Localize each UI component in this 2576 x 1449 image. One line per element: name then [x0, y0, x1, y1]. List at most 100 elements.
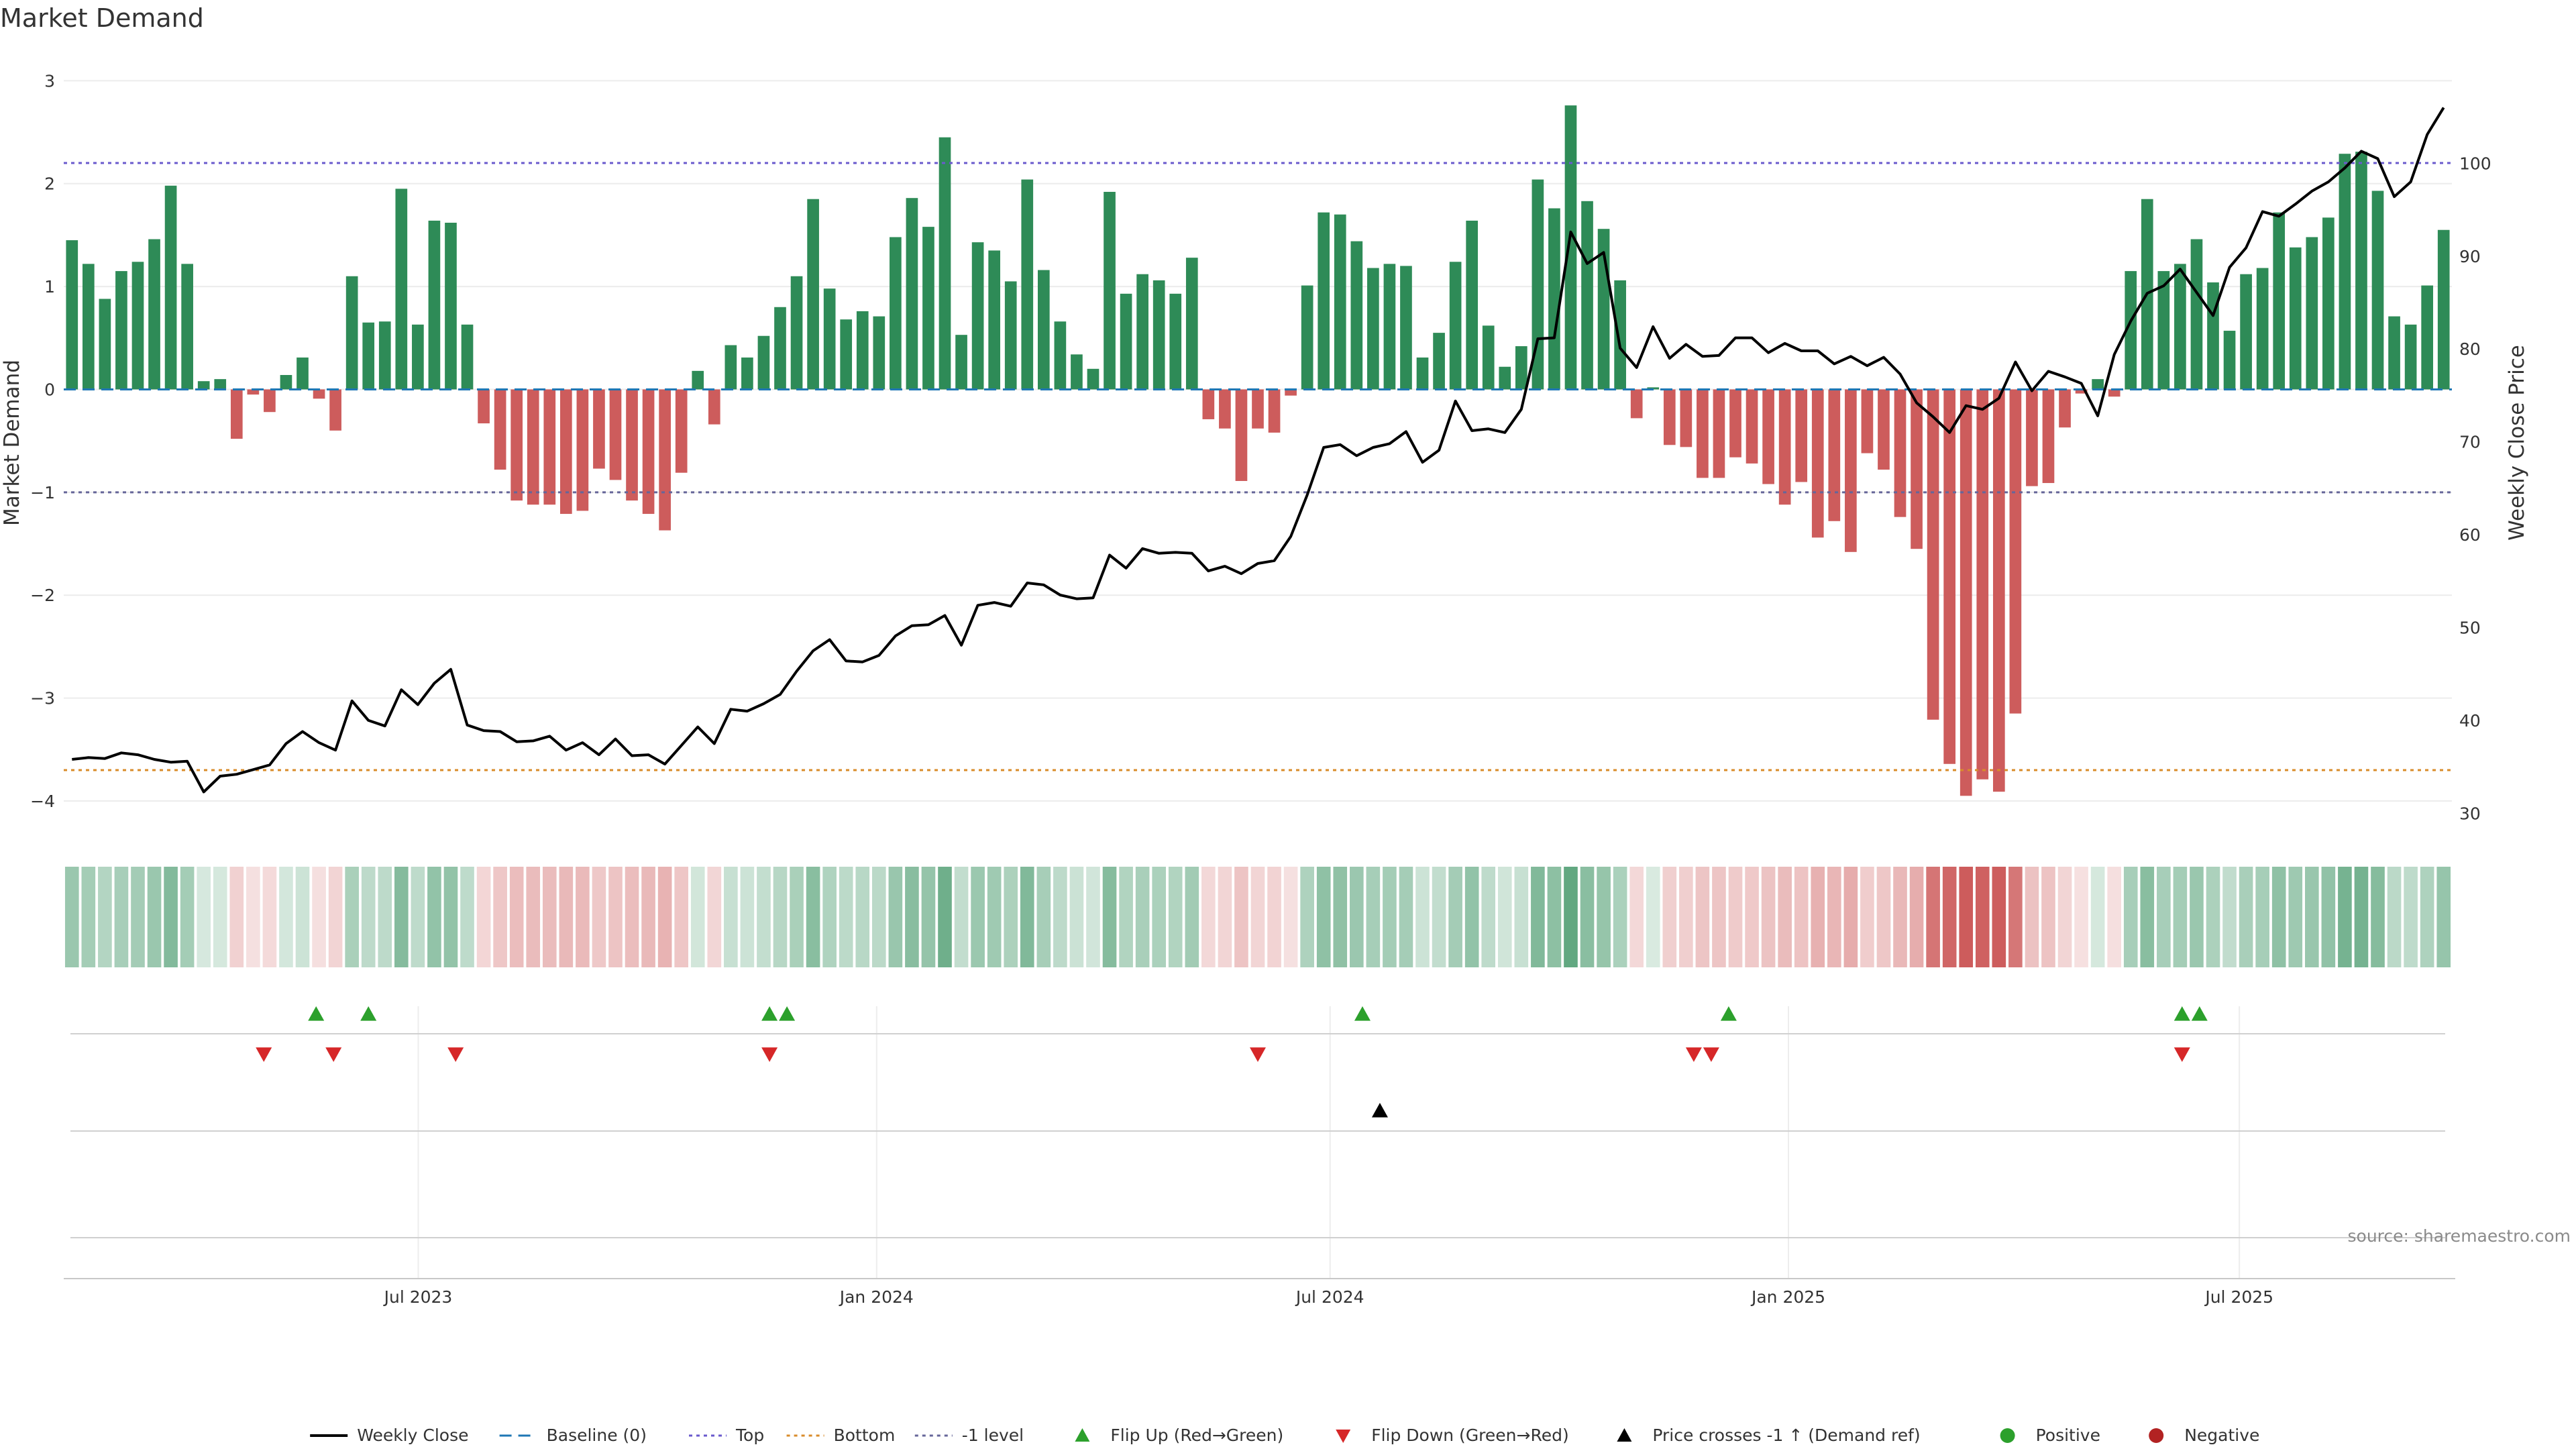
strip-cell [1942, 867, 1957, 967]
strip-cell [757, 867, 771, 967]
y-tick-label: 1 [44, 277, 55, 297]
strip-cell [460, 867, 474, 967]
positive-bar [741, 357, 753, 390]
positive-bar [1104, 191, 1116, 390]
strip-cell [295, 867, 310, 967]
legend-swatch [1336, 1430, 1351, 1443]
strip-cell [2222, 867, 2237, 967]
strip-cell [328, 867, 343, 967]
negative-bar [1795, 389, 1808, 482]
reference-lines [64, 162, 2452, 771]
strip-cell [2371, 867, 2385, 967]
strip-cell [1975, 867, 1990, 967]
strip-cell [1531, 867, 1545, 967]
positive-bar [1054, 321, 1067, 390]
strip-cell [411, 867, 425, 967]
positive-bar [2207, 282, 2219, 390]
positive-bar [2371, 191, 2384, 390]
negative-bar [264, 389, 276, 413]
positive-bar [412, 324, 424, 390]
strip-cell [773, 867, 788, 967]
positive-bar [2240, 274, 2252, 390]
positive-bar [1466, 220, 1479, 390]
x-ticks: Jul 2023 Jan 2024 Jul 2024 Jan 2025 Jul 2025 [383, 1287, 2273, 1307]
flip-down-marker [256, 1047, 272, 1062]
strip-cell [871, 867, 886, 967]
strip-cell [542, 867, 557, 967]
positive-bar [99, 299, 111, 390]
positive-bar [1416, 357, 1429, 390]
legend-label: Positive [2036, 1426, 2100, 1445]
strip-cell [559, 867, 574, 967]
strip-cell [2190, 867, 2204, 967]
strip-cell [345, 867, 359, 967]
positive-bar [1614, 280, 1626, 390]
flip-down-marker [1250, 1047, 1266, 1062]
source-note: source: sharemaestro.com [2348, 1226, 2571, 1246]
legend-swatch [1617, 1428, 1632, 1442]
strip-cell [987, 867, 1002, 967]
y-tick-label: −1 [30, 483, 55, 502]
strip-cell [1366, 867, 1381, 967]
positive-bar [1482, 325, 1495, 390]
heatmap-strip [64, 867, 2451, 967]
positive-bar [445, 223, 457, 390]
legend-label: Top [735, 1426, 764, 1445]
negative-bar [1878, 389, 1890, 470]
legend-label: Bottom [834, 1426, 896, 1445]
x-tick-label: Jan 2025 [1750, 1287, 1825, 1307]
positive-bar [1433, 333, 1445, 390]
strip-cell [1185, 867, 1199, 967]
strip-cell [1646, 867, 1660, 967]
positive-bar [2190, 239, 2203, 390]
negative-bar [559, 389, 572, 515]
strip-cell [1778, 867, 1792, 967]
positive-bar [148, 239, 160, 390]
strip-cell [1745, 867, 1759, 967]
flip-down-marker [2174, 1047, 2190, 1062]
legend-item: Weekly Close [310, 1426, 468, 1445]
positive-bar [1120, 293, 1132, 390]
negative-bar [609, 389, 622, 480]
y2-tick-label: 90 [2459, 247, 2481, 266]
strip-cell [1036, 867, 1051, 967]
strip-cell [2140, 867, 2155, 967]
y-tick-label: 3 [44, 71, 55, 91]
flip-up-marker [779, 1006, 796, 1021]
strip-cell [131, 867, 145, 967]
strip-cell [592, 867, 606, 967]
strip-cell [1794, 867, 1809, 967]
strip-cell [378, 867, 392, 967]
strip-cell [839, 867, 853, 967]
positive-bar [2421, 285, 2434, 390]
negative-bar [247, 389, 260, 395]
negative-bar [478, 389, 490, 424]
positive-bar [938, 137, 951, 390]
positive-bar [2223, 331, 2236, 390]
positive-bar [197, 381, 210, 390]
negative-bar [1663, 389, 1676, 445]
legend-label: Weekly Close [357, 1426, 468, 1445]
negative-bar [1960, 389, 1972, 796]
grid-lines [64, 80, 2452, 1279]
strip-cell [2025, 867, 2039, 967]
strip-cell [1053, 867, 1067, 967]
positive-bar [774, 307, 786, 390]
positive-bar [2339, 154, 2351, 390]
positive-bar [2256, 268, 2269, 390]
positive-bar [1152, 280, 1165, 390]
y2-tick-label: 30 [2459, 804, 2481, 823]
flip-up-marker [2174, 1006, 2190, 1021]
negative-bar [2026, 389, 2038, 486]
strip-cell [1481, 867, 1496, 967]
strip-cell [1383, 867, 1397, 967]
legend-item: -1 level [914, 1426, 1024, 1445]
legend: Weekly Close Baseline (0) Top Bottom -1 leve… [310, 1426, 2259, 1445]
strip-cell [724, 867, 738, 967]
negative-bar [511, 389, 523, 501]
positive-bar [362, 322, 375, 390]
strip-cell [2354, 867, 2369, 967]
positive-bar [131, 262, 144, 390]
negative-bar [329, 389, 341, 431]
positive-bar [890, 237, 902, 390]
